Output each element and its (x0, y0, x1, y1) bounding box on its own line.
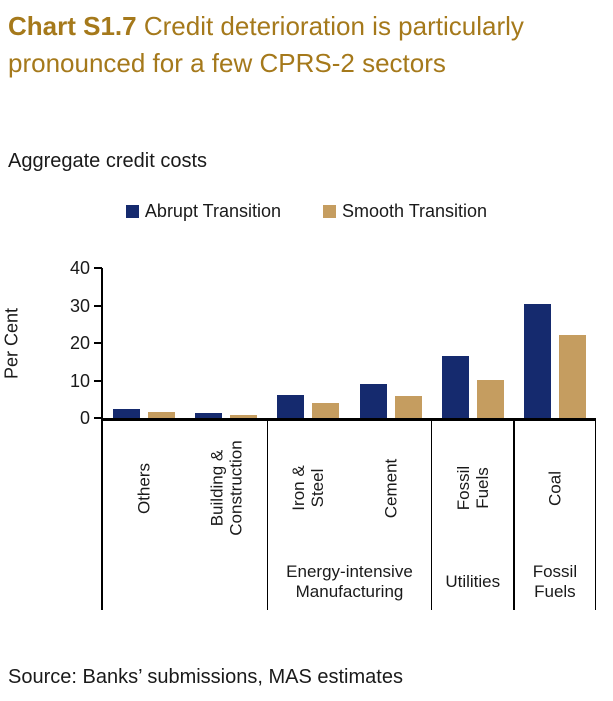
bar-smooth-transition-coal (558, 334, 586, 418)
smooth-transition-swatch-icon (323, 205, 336, 218)
bar-smooth-transition-cement (394, 395, 422, 418)
y-axis-tick (94, 417, 102, 419)
y-axis-tick (94, 342, 102, 344)
legend: Abrupt Transition Smooth Transition (0, 201, 613, 222)
axis-group-divider (266, 420, 269, 610)
group-label-energy-intensive-manufacturing: Energy-intensive Manufacturing (286, 562, 413, 601)
page-title: Chart S1.7 Credit deterioration is parti… (8, 8, 606, 82)
y-axis-tick (94, 379, 102, 382)
bar-smooth-transition-others (148, 412, 176, 418)
chart-subtitle: Aggregate credit costs (8, 150, 207, 172)
category-label-text: Coal (545, 470, 565, 506)
bar-abrupt-transition-fossil-fuels (441, 355, 469, 418)
bar-abrupt-transition-building-construction (195, 413, 223, 418)
axis-group-divider (513, 420, 515, 610)
y-tick-label: 30 (69, 295, 90, 316)
y-axis-tick (94, 304, 102, 307)
category-label-coal: Coal (514, 421, 596, 555)
axis-group-divider (594, 420, 596, 610)
category-label-text: Cement (381, 458, 401, 518)
legend-item-smooth: Smooth Transition (323, 201, 487, 222)
bar-abrupt-transition-iron-steel (277, 395, 305, 418)
category-label-text: Fossil Fuels (453, 465, 492, 511)
y-axis-title: Per Cent (1, 307, 22, 380)
legend-item-abrupt: Abrupt Transition (125, 201, 281, 222)
chart-title-rest: Credit deterioration is particularly pro… (8, 11, 524, 78)
category-label-iron-steel: Iron & Steel (267, 421, 349, 555)
group-label-utilities: Utilities (445, 572, 501, 591)
chart-number: Chart S1.7 (8, 11, 137, 41)
bar-abrupt-transition-coal (523, 304, 551, 418)
category-label-text: Iron & Steel (289, 465, 328, 511)
bar-smooth-transition-building-construction (230, 414, 258, 418)
y-tick-label: 0 (79, 408, 90, 428)
category-label-text: Building & Construction (207, 440, 246, 536)
chart-title-text (137, 11, 144, 41)
bar-abrupt-transition-others (113, 409, 141, 418)
bar-abrupt-transition-cement (359, 383, 387, 418)
abrupt-transition-swatch-icon (125, 205, 139, 218)
y-tick-label: 40 (69, 258, 90, 278)
y-tick-label: 20 (69, 333, 90, 353)
source-note: Source: Banks’ submissions, MAS estimate… (8, 666, 403, 688)
category-label-others: Others (103, 421, 185, 555)
category-label-fossil-fuels: Fossil Fuels (432, 421, 514, 555)
legend-label-smooth: Smooth Transition (342, 201, 488, 221)
bar-smooth-transition-fossil-fuels (476, 379, 504, 418)
category-label-text: Others (134, 462, 154, 514)
y-axis-line (101, 268, 103, 610)
y-axis-tick (94, 267, 102, 269)
legend-label-abrupt: Abrupt Transition (144, 201, 281, 221)
category-label-building-construction: Building & Construction (185, 421, 267, 555)
bar-smooth-transition-iron-steel (312, 403, 340, 418)
category-label-cement: Cement (350, 421, 432, 555)
axis-group-divider (430, 420, 433, 610)
x-axis-line (101, 418, 596, 421)
y-tick-label: 10 (69, 370, 90, 391)
group-label-fossil-fuels: Fossil Fuels (532, 562, 578, 601)
